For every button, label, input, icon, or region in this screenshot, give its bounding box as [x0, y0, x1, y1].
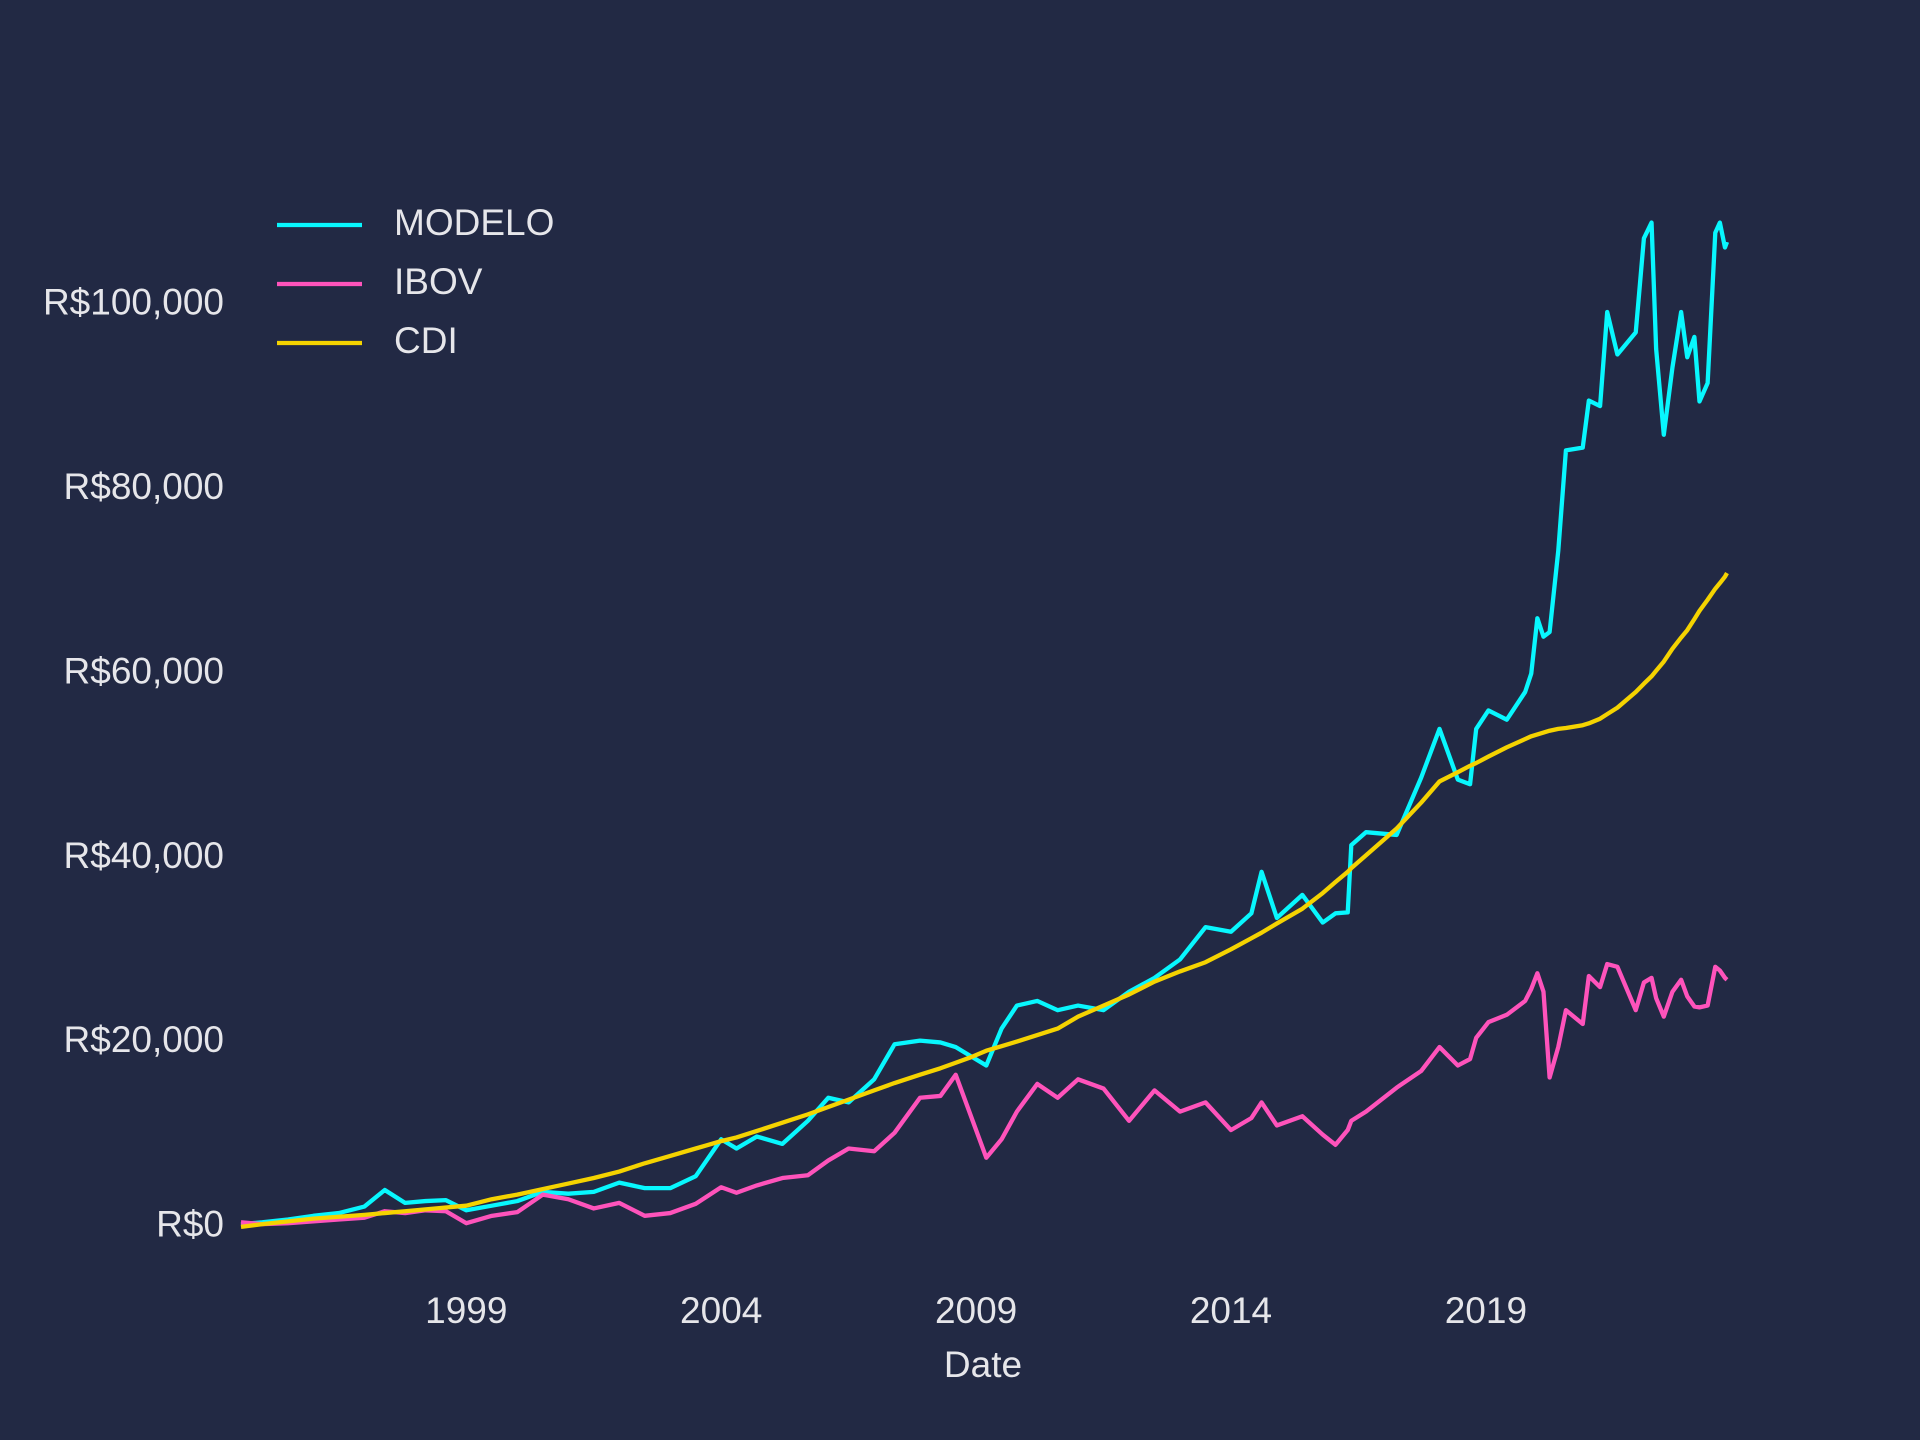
x-tick-label: 1999 — [425, 1290, 507, 1331]
y-tick-label: R$0 — [156, 1204, 224, 1245]
legend-label: IBOV — [394, 261, 483, 302]
x-tick-label: 2019 — [1445, 1290, 1527, 1331]
legend-label: MODELO — [394, 202, 554, 243]
legend-label: CDI — [394, 320, 458, 361]
x-axis-label: Date — [944, 1344, 1022, 1385]
y-tick-label: R$40,000 — [64, 835, 224, 876]
x-tick-label: 2014 — [1190, 1290, 1272, 1331]
y-tick-label: R$20,000 — [64, 1019, 224, 1060]
data-line — [240, 571, 1729, 1230]
x-tick-label: 2004 — [680, 1290, 762, 1331]
y-tick-label: R$60,000 — [64, 650, 224, 691]
y-tick-label: R$100,000 — [43, 281, 224, 322]
data-line — [240, 961, 1729, 1227]
data-line — [240, 220, 1730, 1227]
x-tick-label: 2009 — [935, 1290, 1017, 1331]
y-tick-label: R$80,000 — [64, 466, 224, 507]
